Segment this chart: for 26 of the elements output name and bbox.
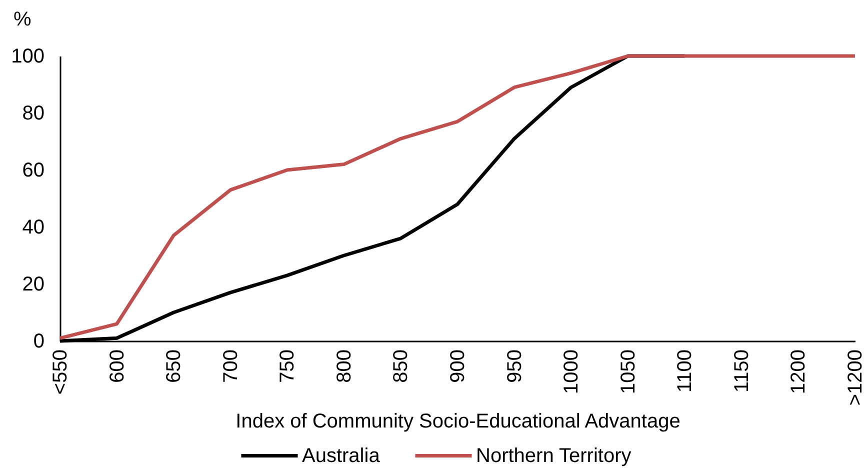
x-tick-label: 800 — [333, 350, 356, 383]
x-tick-label: 900 — [447, 350, 469, 383]
x-tick-label: 950 — [504, 350, 526, 383]
x-tick-label: 650 — [163, 350, 186, 383]
x-tick-label: 1100 — [674, 350, 696, 393]
x-tick-label: 850 — [390, 350, 412, 383]
line-series — [58, 54, 857, 340]
y-tick-label: 80 — [22, 102, 44, 124]
y-axis-title: % — [14, 8, 32, 30]
y-tick-label: 60 — [22, 160, 44, 182]
x-tick-label: 700 — [220, 350, 242, 383]
y-tick-label: 40 — [22, 216, 44, 238]
x-tick-label: 1200 — [788, 350, 810, 394]
x-tick-label: 600 — [106, 350, 128, 383]
x-tick-label: 1050 — [617, 350, 640, 394]
x-axis-title: Index of Community Socio-Educational Advantage — [236, 410, 680, 432]
x-tick-label: <550 — [50, 350, 72, 395]
legend-label: Australia — [302, 444, 381, 467]
x-tick-label: >1200 — [844, 350, 865, 406]
x-tick-label: 1150 — [730, 350, 753, 393]
y-tick-label: 100 — [11, 46, 44, 68]
y-tick-label: 20 — [22, 274, 44, 296]
legend-label: Northern Territory — [476, 444, 632, 467]
y-tick-label: 0 — [33, 330, 44, 352]
x-tick-label: 750 — [276, 350, 299, 383]
x-tick-label: 1000 — [560, 350, 583, 394]
